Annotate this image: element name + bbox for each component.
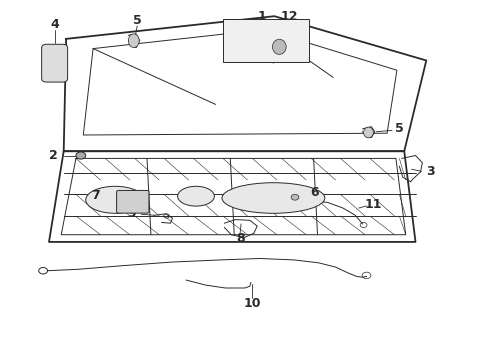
Ellipse shape (222, 183, 325, 213)
Text: 5: 5 (133, 14, 142, 27)
Text: 3: 3 (426, 165, 435, 178)
Text: 11: 11 (365, 198, 382, 211)
Text: 12: 12 (280, 10, 298, 23)
Ellipse shape (177, 186, 215, 206)
Ellipse shape (364, 127, 373, 138)
FancyBboxPatch shape (223, 19, 309, 62)
Text: 6: 6 (310, 186, 319, 199)
FancyBboxPatch shape (117, 190, 149, 213)
Text: 8: 8 (236, 232, 245, 245)
Ellipse shape (272, 39, 286, 54)
Text: 2: 2 (49, 149, 57, 162)
Text: 9: 9 (127, 207, 136, 220)
Text: 10: 10 (244, 297, 261, 310)
Ellipse shape (86, 186, 145, 213)
Ellipse shape (128, 34, 139, 48)
FancyBboxPatch shape (42, 44, 68, 82)
Text: 7: 7 (91, 189, 100, 202)
Text: 1: 1 (258, 10, 267, 23)
Text: 5: 5 (395, 122, 404, 135)
Circle shape (291, 194, 299, 200)
Circle shape (76, 152, 86, 159)
Text: 4: 4 (50, 18, 59, 31)
